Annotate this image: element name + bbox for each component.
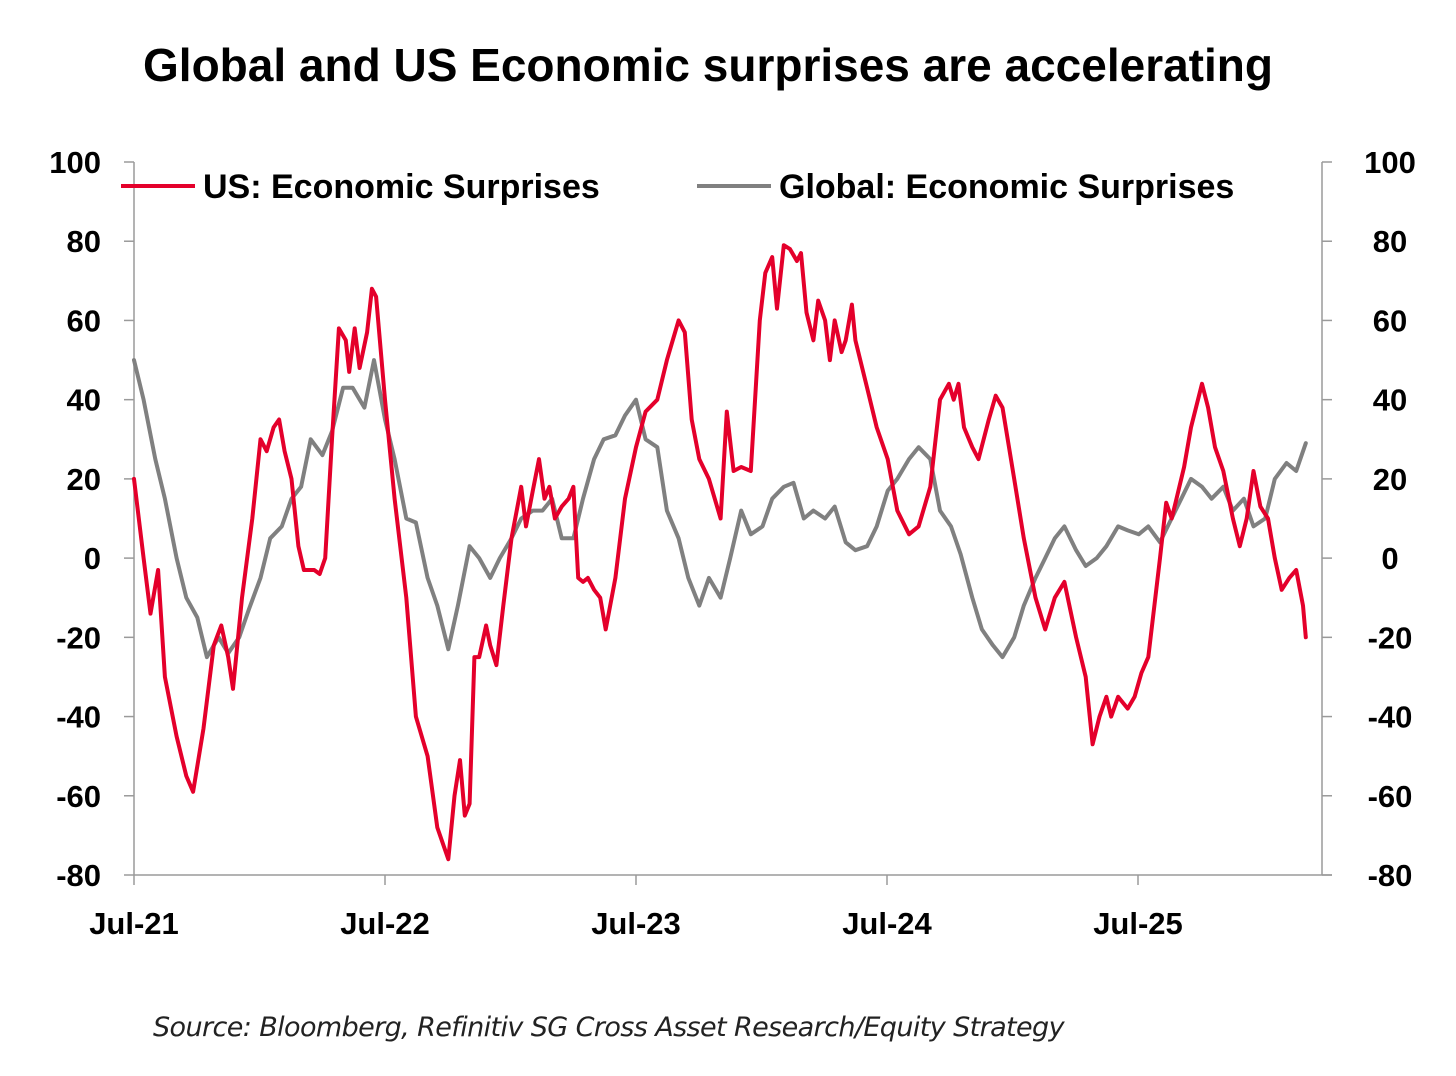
y-tick-label-left: -20	[56, 620, 101, 655]
series-line-global	[132, 358, 1308, 660]
y-tick-label-right: -60	[1368, 779, 1413, 814]
y-axis-right: 100 80 60 40 20 0 -20 -40 -60 -80	[1322, 145, 1416, 893]
y-tick-label-right: 40	[1373, 383, 1407, 418]
y-tick-label-left: 40	[67, 383, 101, 418]
chart-axes	[133, 162, 1332, 876]
x-axis: Jul-21 Jul-22 Jul-23 Jul-24 Jul-25	[89, 875, 1183, 941]
y-tick-label-right: 20	[1373, 462, 1407, 497]
series-line-us	[132, 243, 1308, 862]
x-tick-label: Jul-23	[591, 906, 681, 941]
y-tick-label-right: 0	[1381, 541, 1398, 576]
y-tick-label-left: -80	[56, 858, 101, 893]
x-tick-label: Jul-25	[1093, 906, 1183, 941]
legend: US: Economic Surprises Global: Economic S…	[121, 168, 1234, 206]
y-tick-label-right: -40	[1368, 700, 1413, 735]
y-axis-left: 100 80 60 40 20 0 -20 -40 -60 -80	[49, 145, 134, 893]
line-chart: 100 80 60 40 20 0 -20 -40 -60 -80 100 80 60 40 20 0 -20…	[49, 145, 1416, 941]
y-tick-label-left: 80	[67, 224, 101, 259]
y-tick-label-left: -40	[56, 700, 101, 735]
legend-label-global: Global: Economic Surprises	[779, 168, 1234, 206]
chart-title: Global and US Economic surprises are acc…	[143, 39, 1273, 91]
x-tick-label: Jul-21	[89, 906, 179, 941]
source-note: Source: Bloomberg, Refinitiv SG Cross As…	[153, 1012, 1065, 1043]
y-tick-label-right: 80	[1373, 224, 1407, 259]
y-tick-label-right: -80	[1368, 858, 1413, 893]
y-tick-label-left: 0	[84, 541, 101, 576]
legend-label-us: US: Economic Surprises	[203, 168, 600, 206]
x-tick-label: Jul-24	[842, 906, 932, 941]
y-tick-label-left: 60	[67, 303, 101, 338]
series-layer	[132, 243, 1308, 862]
y-tick-label-left: -60	[56, 779, 101, 814]
y-tick-label-right: 100	[1364, 145, 1416, 180]
y-tick-label-right: 60	[1373, 303, 1407, 338]
x-tick-label: Jul-22	[340, 906, 430, 941]
y-tick-label-right: -20	[1368, 620, 1413, 655]
y-tick-label-left: 100	[49, 145, 101, 180]
y-tick-label-left: 20	[67, 462, 101, 497]
